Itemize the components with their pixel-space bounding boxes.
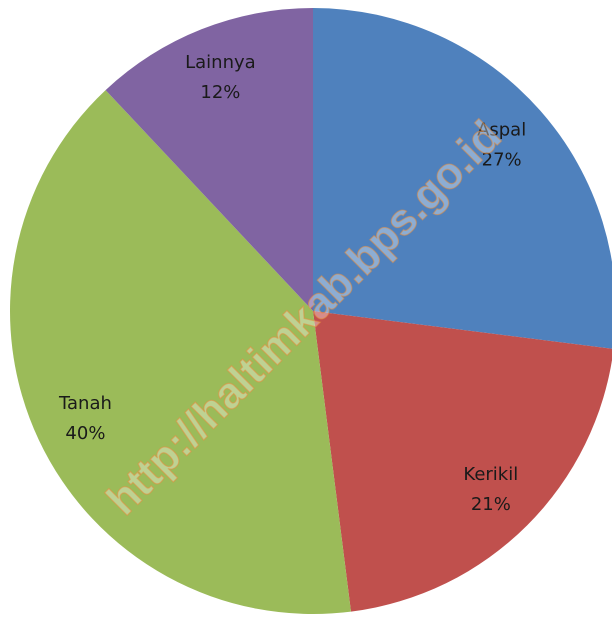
value-label: 27% — [482, 150, 522, 171]
slice — [313, 311, 612, 612]
slice — [9, 90, 351, 615]
slice-label: Tanah — [58, 393, 112, 414]
slice-label: Kerikil — [463, 464, 518, 485]
value-label: 40% — [65, 423, 105, 444]
slice — [313, 8, 612, 349]
value-label: 12% — [200, 82, 240, 103]
pie — [9, 8, 612, 615]
slice-label: Aspal — [477, 120, 526, 141]
labels: Aspal 27% Kerikil 21% Tanah 40% Lainnya 12% — [58, 52, 526, 515]
value-label: 21% — [471, 494, 511, 515]
slice-label: Lainnya — [185, 52, 256, 73]
slice — [105, 8, 313, 311]
